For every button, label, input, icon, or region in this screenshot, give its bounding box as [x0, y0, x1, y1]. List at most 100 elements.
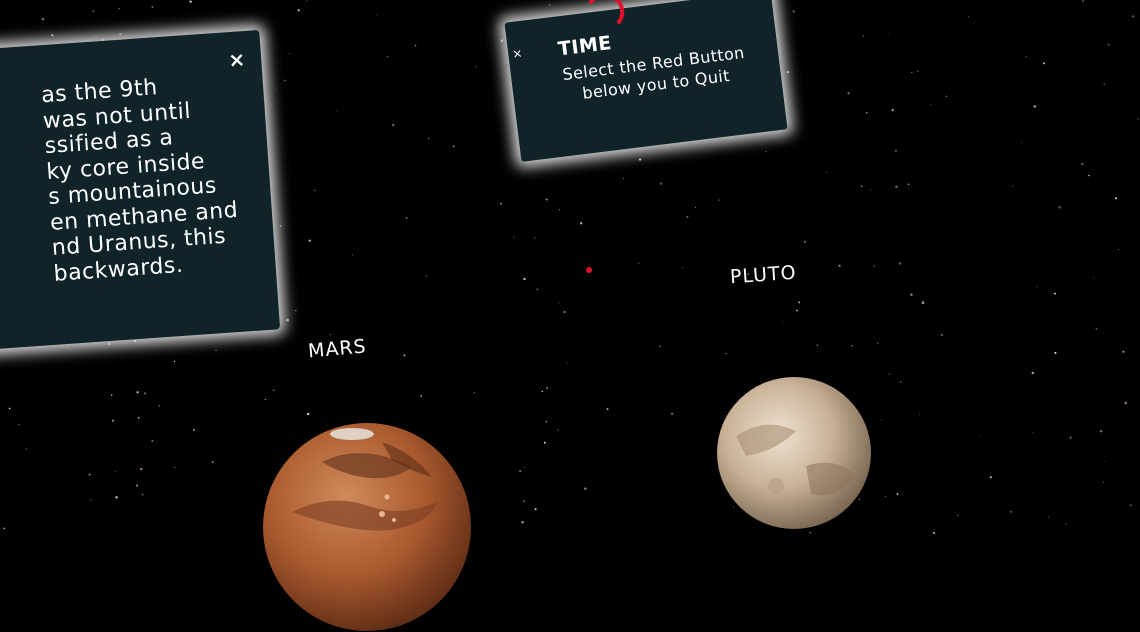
star [352, 254, 353, 255]
mars-planet[interactable] [262, 422, 472, 632]
star [535, 508, 537, 510]
star [546, 199, 548, 201]
star [990, 476, 992, 478]
star [115, 496, 117, 498]
star [474, 392, 476, 394]
star [193, 429, 195, 431]
star [580, 222, 582, 224]
star [406, 217, 408, 219]
star [639, 158, 641, 160]
star [1103, 482, 1104, 483]
star [119, 8, 120, 9]
star [1021, 142, 1022, 143]
info-panel-close-icon[interactable]: × [228, 49, 246, 70]
star [1034, 105, 1036, 107]
star [649, 493, 650, 494]
star [140, 468, 142, 470]
star [1137, 118, 1139, 120]
pluto-label: PLUTO [729, 262, 797, 289]
star [1093, 277, 1094, 278]
star [765, 151, 766, 152]
star [314, 190, 315, 191]
star [908, 183, 910, 185]
star [638, 263, 639, 264]
star [536, 288, 538, 290]
star [895, 186, 897, 188]
star [519, 470, 521, 472]
star [584, 487, 587, 490]
star [881, 419, 882, 420]
star [895, 150, 897, 152]
star [1012, 185, 1013, 186]
star [1070, 437, 1072, 439]
star [475, 66, 476, 67]
star [298, 9, 300, 11]
star [524, 467, 525, 468]
star [559, 209, 560, 210]
star [695, 207, 696, 208]
star [144, 392, 146, 394]
star [513, 237, 514, 238]
star [151, 440, 153, 442]
star [500, 203, 502, 205]
star [115, 471, 116, 472]
star [671, 413, 673, 415]
star [1122, 351, 1124, 353]
star [804, 241, 806, 243]
star [534, 237, 535, 238]
star [682, 267, 683, 268]
star [557, 429, 559, 431]
star [1096, 328, 1097, 329]
star [726, 353, 727, 354]
star [112, 419, 114, 421]
pluto-planet[interactable] [716, 376, 872, 530]
star [826, 172, 827, 173]
star [980, 435, 981, 436]
star [899, 262, 901, 264]
star [1107, 44, 1109, 46]
star [295, 310, 296, 311]
star [911, 72, 912, 73]
star [798, 301, 800, 303]
star [900, 382, 901, 383]
star [1082, 0, 1083, 1]
star [1100, 430, 1102, 432]
star [386, 56, 388, 58]
star [306, 0, 307, 1]
gaze-reticle [586, 267, 592, 273]
star [1132, 15, 1134, 17]
star [136, 485, 138, 487]
star [26, 448, 27, 449]
star [307, 413, 309, 415]
star [1103, 83, 1105, 85]
star [330, 334, 332, 336]
star [174, 467, 176, 469]
star [847, 92, 849, 94]
star [930, 104, 931, 105]
star [1032, 372, 1034, 374]
star [138, 417, 140, 419]
star [542, 391, 543, 392]
star [787, 71, 789, 73]
star [1088, 175, 1090, 177]
star [946, 96, 947, 97]
star [1033, 432, 1034, 433]
time-panel-close-icon[interactable]: × [512, 47, 523, 60]
star [453, 145, 455, 147]
star [659, 346, 661, 348]
star [889, 374, 890, 375]
star [1115, 197, 1117, 199]
star [189, 0, 191, 2]
timer-arc-icon [585, 0, 629, 36]
star [420, 395, 422, 397]
star [376, 14, 377, 15]
star [910, 294, 912, 296]
star [1048, 517, 1049, 518]
star [523, 500, 525, 502]
star [523, 278, 525, 280]
star [9, 408, 11, 410]
star [1125, 402, 1127, 404]
star [1058, 206, 1060, 208]
star [159, 405, 160, 406]
star [877, 342, 878, 343]
